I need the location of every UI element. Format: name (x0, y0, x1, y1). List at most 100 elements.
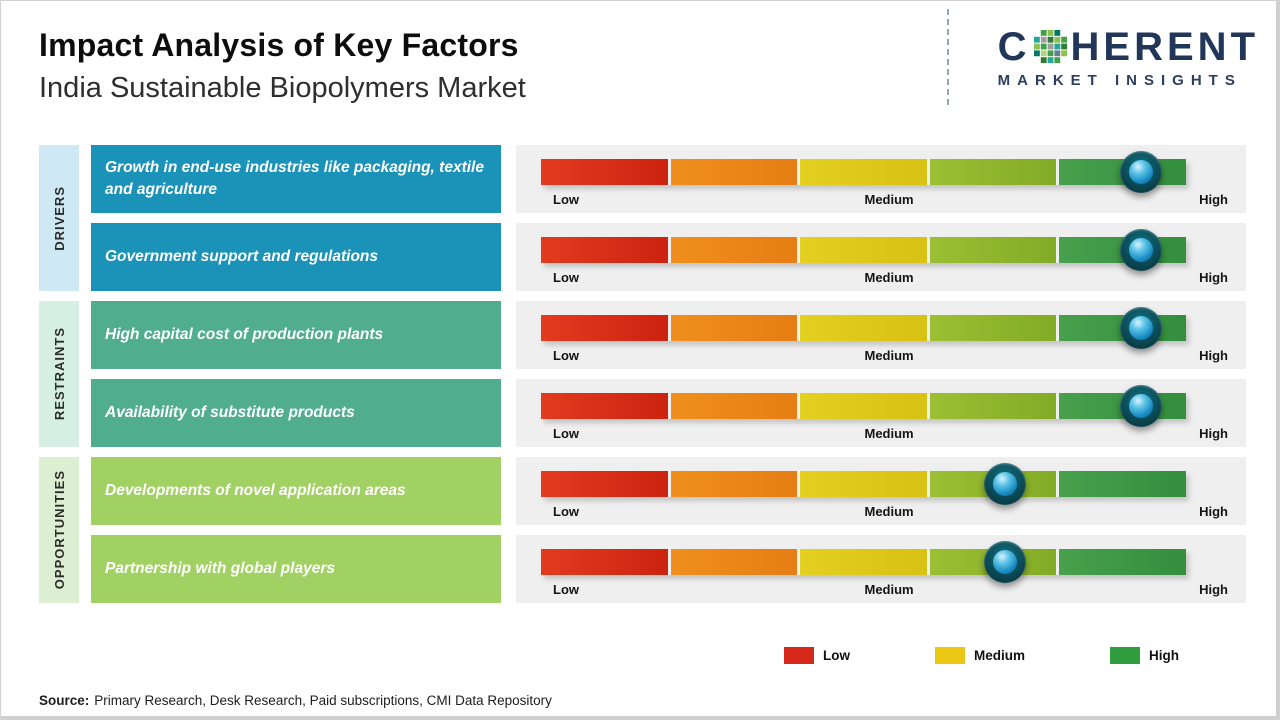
scale-label-high: High (1199, 582, 1228, 597)
category-label: RESTRAINTS (51, 327, 67, 421)
bar-segment-medium (800, 315, 927, 341)
scale-label-high: High (1199, 192, 1228, 207)
bar-segment-medium (800, 471, 927, 497)
impact-matrix: DRIVERS Growth in end-use industries lik… (39, 145, 1246, 603)
bar-segment-low (541, 237, 668, 263)
bar-segment-medium-high (929, 315, 1057, 341)
page-title: Impact Analysis of Key Factors (39, 27, 519, 63)
bar-segment-low (541, 393, 668, 419)
page-subtitle: India Sustainable Biopolymers Market (39, 72, 526, 104)
bar-segment-low-medium (670, 315, 798, 341)
scale-label-high: High (1199, 270, 1228, 285)
bar-segment-medium-high (929, 159, 1057, 185)
impact-scale-panel: Low Medium High (516, 379, 1246, 447)
bar-segment-low (541, 549, 668, 575)
factor-row: Government support and regulations (91, 223, 1246, 291)
factor-row: Partnership with global players (91, 535, 1246, 603)
category-label: OPPORTUNITIES (51, 470, 67, 590)
bar-segment-medium (800, 549, 927, 575)
scale-label-low: Low (553, 192, 579, 207)
scale-label-low: Low (553, 504, 579, 519)
scale-labels: Low Medium High (541, 582, 1228, 597)
impact-legend: Low Medium High (783, 647, 1179, 664)
factor-label: Growth in end-use industries like packag… (105, 158, 484, 198)
legend-label: Medium (973, 648, 1025, 663)
category-strip-drivers: DRIVERS (39, 145, 79, 291)
scale-label-medium: Medium (864, 426, 914, 441)
category-strip-opportunities: OPPORTUNITIES (39, 457, 79, 603)
legend-item-high: High (1110, 647, 1179, 664)
impact-slider-knob[interactable] (1119, 151, 1162, 193)
impact-gradient-bar (541, 471, 1186, 497)
impact-gradient-bar (541, 393, 1186, 419)
impact-scale-panel: Low Medium High (516, 145, 1246, 213)
factor-box: Developments of novel application areas (91, 457, 501, 525)
factor-row: Growth in end-use industries like packag… (91, 145, 1246, 213)
impact-gradient-bar (541, 237, 1186, 263)
scale-label-high: High (1199, 426, 1228, 441)
bar-segment-high (1059, 549, 1186, 575)
scale-label-medium: Medium (864, 582, 914, 597)
bar-segment-low (541, 159, 668, 185)
factor-label: Partnership with global players (105, 559, 335, 577)
bar-segment-low-medium (670, 549, 798, 575)
category-group-opportunities: OPPORTUNITIES Developments of novel appl… (39, 457, 1246, 603)
impact-slider-knob[interactable] (984, 541, 1027, 583)
bar-segment-medium-high (929, 237, 1057, 263)
scale-labels: Low Medium High (541, 504, 1228, 519)
scale-label-low: Low (553, 426, 579, 441)
bar-segment-medium (800, 393, 927, 419)
logo-tagline: MARKET INSIGHTS (997, 72, 1242, 89)
category-label: DRIVERS (51, 185, 67, 251)
impact-slider-knob[interactable] (1119, 229, 1162, 271)
source-label: Source: (39, 693, 90, 708)
source-note: Source: Primary Research, Desk Research, … (39, 693, 552, 708)
bar-segment-medium (800, 159, 927, 185)
logo-wordmark: C HERENT (998, 27, 1259, 67)
scale-label-medium: Medium (864, 270, 914, 285)
legend-swatch-high-icon (1110, 647, 1140, 664)
factor-label: Availability of substitute products (105, 403, 355, 421)
factor-label: Government support and regulations (105, 247, 378, 265)
impact-gradient-bar (541, 159, 1186, 185)
factor-box: Growth in end-use industries like packag… (91, 145, 501, 213)
scale-label-high: High (1199, 504, 1228, 519)
impact-gradient-bar (541, 549, 1186, 575)
legend-item-medium: Medium (934, 647, 1025, 664)
bar-segment-medium (800, 237, 927, 263)
impact-slider-knob[interactable] (1119, 385, 1162, 427)
legend-item-low: Low (783, 647, 850, 664)
scale-label-medium: Medium (864, 192, 914, 207)
logo-letters-rest: HERENT (1070, 25, 1259, 69)
header: Impact Analysis of Key Factors India Sus… (39, 27, 526, 105)
factor-box: High capital cost of production plants (91, 301, 501, 369)
factor-box: Availability of substitute products (91, 379, 501, 447)
category-group-drivers: DRIVERS Growth in end-use industries lik… (39, 145, 1246, 291)
company-logo: C HERENT MARKET INSIGHTS (998, 27, 1259, 89)
bar-segment-medium-high (929, 393, 1057, 419)
bar-segment-low-medium (670, 237, 798, 263)
bar-segment-low-medium (670, 471, 798, 497)
impact-slider-knob[interactable] (984, 463, 1027, 505)
source-text: Primary Research, Desk Research, Paid su… (94, 693, 552, 708)
impact-scale-panel: Low Medium High (516, 457, 1246, 525)
logo-letter-c: C (997, 25, 1031, 69)
factor-row: Developments of novel application areas (91, 457, 1246, 525)
category-strip-restraints: RESTRAINTS (39, 301, 79, 447)
scale-label-low: Low (553, 270, 579, 285)
scale-labels: Low Medium High (541, 270, 1228, 285)
legend-swatch-medium-icon (934, 647, 965, 664)
category-group-restraints: RESTRAINTS High capital cost of producti… (39, 301, 1246, 447)
factor-row: High capital cost of production plants (91, 301, 1246, 369)
scale-label-low: Low (553, 348, 579, 363)
bar-segment-low (541, 315, 668, 341)
impact-slider-knob[interactable] (1119, 307, 1162, 349)
bar-segment-low-medium (670, 393, 798, 419)
bar-segment-low (541, 471, 668, 497)
logo-mosaic-o-icon (1033, 30, 1068, 64)
scale-label-medium: Medium (864, 348, 914, 363)
impact-scale-panel: Low Medium High (516, 223, 1246, 291)
impact-scale-panel: Low Medium High (516, 535, 1246, 603)
logo-divider (947, 9, 949, 105)
